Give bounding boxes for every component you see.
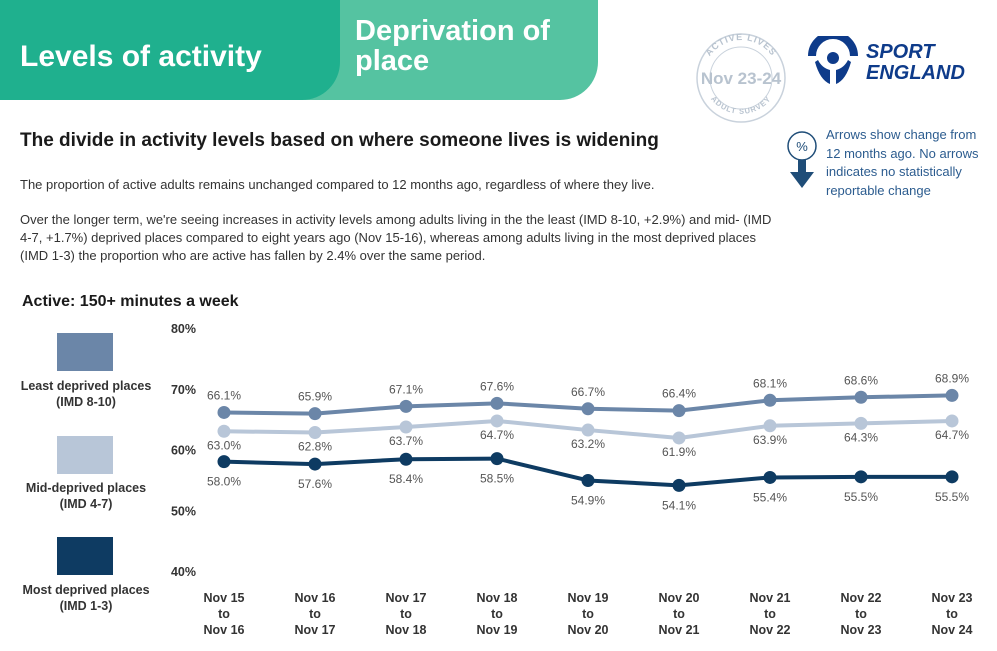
data-point-least — [763, 393, 777, 407]
data-label-mid: 63.0% — [207, 438, 241, 452]
x-tick-label: Nov 16 to Nov 17 — [295, 591, 336, 637]
data-point-most — [490, 452, 504, 466]
y-tick-label: 60% — [171, 444, 196, 458]
data-label-mid: 64.7% — [935, 428, 969, 442]
data-point-most — [763, 470, 777, 484]
data-point-most — [217, 455, 231, 469]
tab-levels-of-activity[interactable] — [0, 0, 340, 100]
legend-swatch-mid — [57, 436, 113, 474]
headline: The divide in activity levels based on w… — [20, 130, 659, 151]
arrow-note: Arrows show change from 12 months ago. N… — [826, 127, 979, 198]
x-tick-label: Nov 21 to Nov 22 — [750, 591, 791, 637]
data-label-least: 66.1% — [207, 388, 241, 402]
paragraph-1: The proportion of active adults remains … — [20, 177, 655, 192]
legend-label-mid: Mid-deprived places (IMD 4-7) — [25, 481, 147, 511]
data-label-mid: 64.3% — [844, 430, 878, 444]
x-tick-label: Nov 15 to Nov 16 — [204, 591, 245, 637]
x-tick-label: Nov 20 to Nov 21 — [659, 591, 700, 637]
y-tick-label: 50% — [171, 504, 196, 518]
data-point-mid — [399, 420, 413, 434]
data-label-most: 58.4% — [389, 472, 423, 486]
percent-symbol: % — [796, 139, 808, 154]
data-label-least: 66.4% — [662, 387, 696, 401]
data-label-most: 55.4% — [753, 490, 787, 504]
legend-label-least: Least deprived places (IMD 8-10) — [20, 379, 152, 409]
data-label-most: 58.5% — [480, 472, 514, 486]
data-point-most — [672, 478, 686, 492]
tab-levels-of-activity-label: Levels of activity — [20, 40, 262, 73]
data-point-most — [854, 470, 868, 484]
x-tick-label: Nov 22 to Nov 23 — [841, 591, 882, 637]
chart-title: Active: 150+ minutes a week — [22, 293, 239, 310]
stamp-period: Nov 23-24 — [701, 69, 782, 88]
y-tick-label: 40% — [171, 565, 196, 579]
data-point-mid — [217, 424, 231, 438]
data-label-least: 67.6% — [480, 379, 514, 393]
data-label-least: 67.1% — [389, 382, 423, 396]
active-lives-stamp: ACTIVE LIVES Nov 23-24 ADULT SURVEY — [696, 32, 786, 123]
legend-swatch-most — [57, 537, 113, 575]
data-point-mid — [308, 425, 322, 439]
data-point-least — [399, 399, 413, 413]
data-point-most — [581, 473, 595, 487]
logo-text-sport: SPORT — [866, 41, 936, 63]
data-point-mid — [672, 431, 686, 445]
data-label-mid: 62.8% — [298, 439, 332, 453]
data-label-least: 68.1% — [753, 376, 787, 390]
x-tick-label: Nov 18 to Nov 19 — [477, 591, 518, 637]
legend-swatch-least — [57, 333, 113, 371]
data-point-least — [854, 390, 868, 404]
data-point-most — [945, 470, 959, 484]
data-point-least — [308, 407, 322, 421]
data-label-mid: 63.2% — [571, 437, 605, 451]
data-label-most: 55.5% — [844, 490, 878, 504]
data-label-mid: 63.9% — [753, 433, 787, 447]
data-label-mid: 61.9% — [662, 445, 696, 459]
data-label-least: 66.7% — [571, 385, 605, 399]
paragraph-2: Over the longer term, we're seeing incre… — [20, 212, 772, 263]
data-label-most: 58.0% — [207, 475, 241, 489]
x-tick-label: Nov 23 to Nov 24 — [932, 591, 973, 637]
data-label-least: 68.9% — [935, 371, 969, 385]
data-point-least — [945, 388, 959, 402]
sport-england-logo: SPORT ENGLAND — [808, 36, 965, 84]
data-point-mid — [945, 414, 959, 428]
data-point-mid — [854, 416, 868, 430]
data-point-least — [581, 402, 595, 416]
data-label-most: 54.1% — [662, 498, 696, 512]
tab-deprivation-of-place-label: Deprivation of place — [355, 15, 550, 77]
data-point-mid — [490, 414, 504, 428]
y-tick-label: 80% — [171, 322, 196, 336]
data-label-mid: 64.7% — [480, 428, 514, 442]
legend-label-most: Most deprived places (IMD 1-3) — [22, 583, 150, 613]
x-tick-label: Nov 17 to Nov 18 — [386, 591, 427, 637]
data-point-mid — [581, 423, 595, 437]
data-label-least: 68.6% — [844, 373, 878, 387]
data-point-mid — [763, 419, 777, 433]
logo-text-england: ENGLAND — [866, 62, 965, 84]
data-label-most: 54.9% — [571, 493, 605, 507]
data-label-most: 57.6% — [298, 477, 332, 491]
data-label-least: 65.9% — [298, 390, 332, 404]
data-label-mid: 63.7% — [389, 434, 423, 448]
data-point-most — [308, 457, 322, 471]
data-point-least — [672, 404, 686, 418]
data-point-most — [399, 452, 413, 466]
data-point-least — [490, 396, 504, 410]
x-tick-label: Nov 19 to Nov 20 — [568, 591, 609, 637]
tab-deprivation-of-place[interactable] — [300, 0, 598, 100]
sport-england-emblem-icon — [808, 36, 858, 84]
data-point-least — [217, 405, 231, 419]
y-tick-label: 70% — [171, 383, 196, 397]
data-label-most: 55.5% — [935, 490, 969, 504]
percent-down-arrow-icon: % — [787, 131, 817, 188]
